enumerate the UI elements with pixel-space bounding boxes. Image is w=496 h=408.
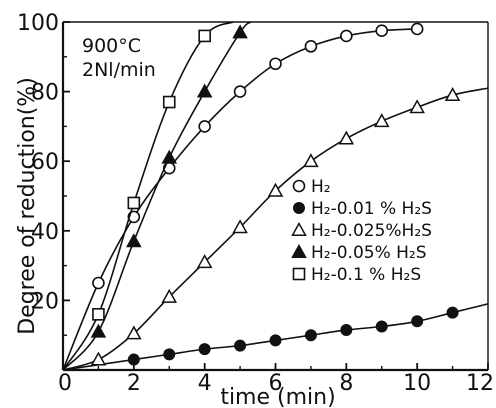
- legend-marker: [292, 179, 306, 193]
- legend-label: H₂: [311, 177, 331, 197]
- legend-marker: [293, 202, 305, 214]
- data-point: [375, 320, 388, 333]
- x-tick-label: 10: [403, 371, 431, 396]
- data-point: [338, 130, 355, 145]
- temperature-note: 900°C: [82, 35, 141, 57]
- y-tick-label: 40: [31, 220, 59, 245]
- x-tick-label: 4: [198, 371, 212, 396]
- x-tick-label: 2: [127, 371, 141, 396]
- x-tick-label: 6: [269, 371, 283, 396]
- data-point: [198, 29, 211, 43]
- y-tick-label: 60: [31, 150, 59, 175]
- data-point: [269, 57, 282, 71]
- legend-entry-1: H₂-0.01 % H₂S: [293, 199, 432, 219]
- data-point: [90, 323, 107, 338]
- x-axis-label: time (min): [220, 385, 335, 408]
- flow-rate-note: 2Nl/min: [82, 59, 156, 81]
- data-point: [196, 83, 213, 98]
- data-point: [127, 196, 141, 210]
- data-point: [126, 233, 142, 248]
- data-point: [373, 113, 390, 128]
- y-tick-label: 80: [31, 81, 59, 106]
- legend-marker: [291, 221, 307, 236]
- data-point: [340, 29, 353, 43]
- data-point: [163, 348, 176, 361]
- data-point: [127, 353, 140, 366]
- series-4: [62, 21, 234, 371]
- legend-marker: [292, 267, 306, 281]
- data-point: [303, 153, 319, 168]
- data-point: [444, 87, 461, 102]
- data-point: [196, 254, 213, 269]
- x-tick-label: 0: [58, 371, 72, 396]
- data-point: [234, 339, 247, 352]
- data-point: [446, 306, 459, 319]
- legend-label: H₂-0.1 % H₂S: [311, 265, 421, 285]
- data-point: [126, 325, 142, 340]
- legend-marker: [291, 243, 307, 258]
- data-point: [161, 288, 178, 303]
- x-tick-label: 8: [339, 371, 353, 396]
- data-point: [92, 276, 105, 290]
- data-point: [267, 182, 284, 197]
- data-point: [90, 351, 107, 366]
- legend-label: H₂-0.01 % H₂S: [311, 199, 432, 219]
- data-point: [409, 99, 425, 114]
- series-2: [62, 87, 489, 371]
- data-point: [232, 24, 248, 39]
- x-tick-label: 12: [466, 371, 494, 396]
- data-point: [198, 120, 211, 133]
- legend-entry-4: H₂-0.1 % H₂S: [292, 265, 421, 285]
- series-3: [62, 21, 252, 371]
- data-point: [375, 24, 389, 38]
- y-tick-label: 100: [17, 11, 59, 36]
- legend-entry-0: H₂: [292, 177, 331, 197]
- series-1: [62, 303, 489, 371]
- legend-label: H₂-0.05% H₂S: [311, 243, 427, 263]
- y-axis-label: Degree of reduction(%): [15, 77, 40, 335]
- data-point: [340, 323, 353, 336]
- data-point: [233, 85, 247, 98]
- legend-entry-2: H₂-0.025%H₂S: [291, 221, 432, 241]
- data-point: [410, 22, 424, 36]
- series-0: [62, 22, 424, 371]
- data-point: [161, 149, 178, 164]
- data-point: [232, 219, 248, 234]
- y-tick-label: 20: [31, 289, 59, 314]
- data-point: [92, 308, 105, 321]
- legend-entry-3: H₂-0.05% H₂S: [291, 243, 427, 263]
- data-point: [411, 315, 424, 328]
- legend-label: H₂-0.025%H₂S: [311, 221, 432, 241]
- data-point: [304, 40, 318, 53]
- data-point: [269, 334, 282, 347]
- data-point: [162, 95, 176, 109]
- data-point: [304, 329, 317, 342]
- data-point: [198, 343, 211, 356]
